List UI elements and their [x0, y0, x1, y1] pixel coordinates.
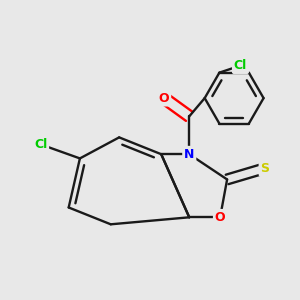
Text: N: N [184, 148, 194, 161]
Text: O: O [159, 92, 169, 105]
Text: Cl: Cl [234, 59, 247, 72]
Text: Cl: Cl [34, 138, 47, 151]
Text: S: S [260, 162, 269, 175]
Text: O: O [215, 211, 225, 224]
